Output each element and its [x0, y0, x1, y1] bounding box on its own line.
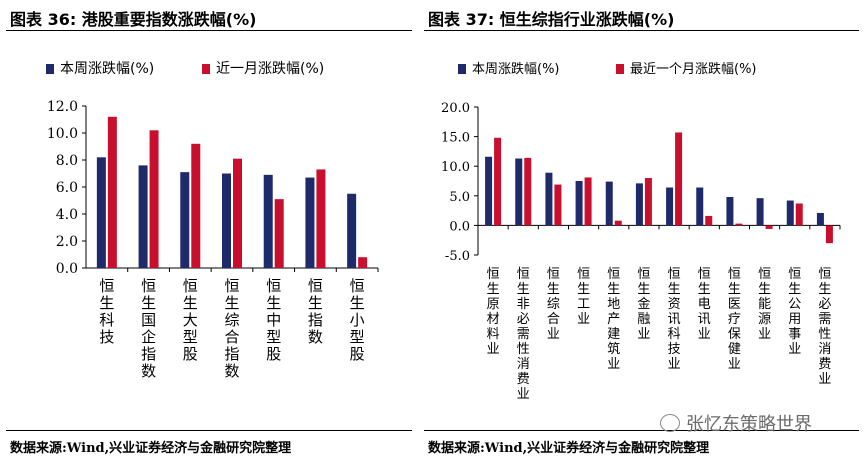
bar	[524, 157, 532, 226]
bar	[795, 203, 803, 226]
data-source: 数据来源:Wind,兴业证券经济与金融研究院整理	[428, 441, 710, 456]
x-tick-label: 恒生指数	[308, 277, 323, 346]
x-tick-label: 恒生资讯科技业	[668, 267, 681, 372]
legend-swatch	[458, 64, 466, 74]
bar	[786, 200, 794, 226]
source-rule	[6, 430, 412, 431]
bar	[263, 174, 273, 268]
y-tick-label: 0.0	[56, 261, 78, 277]
bar	[765, 225, 773, 229]
y-tick-label: 12.0	[47, 99, 78, 115]
chart-panel-right: 图表 37: 恒生综指行业涨跌幅(%) 本周涨跌幅(%) 最近一个月涨跌幅(%) -…	[418, 0, 865, 462]
bar	[149, 130, 159, 268]
y-tick-label: 4.0	[56, 207, 78, 223]
chart-right: 本周涨跌幅(%) 最近一个月涨跌幅(%) -5.0 0.0 5.0 10.0 15.0 20.…	[441, 61, 841, 402]
x-tick-label: 恒生中型股	[266, 277, 281, 363]
bar	[358, 257, 368, 268]
x-tick-label: 恒生科技	[99, 277, 114, 346]
x-tick-label: 恒生公用事业	[788, 267, 801, 357]
bar	[605, 181, 613, 226]
bar	[180, 172, 190, 268]
x-tick-label: 恒生工业	[577, 267, 590, 327]
bar	[825, 225, 833, 244]
legend-label: 近一月涨跌幅(%)	[216, 61, 324, 77]
x-tick-label: 恒生综合业	[547, 267, 560, 342]
watermark: 张忆东策略世界	[660, 410, 812, 436]
x-tick-label: 恒生金融业	[637, 267, 650, 342]
y-tick-label: 15.0	[441, 131, 470, 146]
bar	[305, 177, 315, 268]
legend-swatch	[202, 64, 210, 74]
y-tick-label: 20.0	[441, 101, 470, 116]
x-tick-label: 恒生医疗保健业	[728, 267, 741, 372]
bar	[675, 132, 683, 226]
bar	[696, 187, 704, 226]
bar	[756, 198, 764, 226]
bar	[545, 172, 553, 226]
bar	[222, 173, 231, 268]
title-rule	[6, 30, 412, 31]
bar	[644, 178, 652, 226]
y-tick-label: 8.0	[56, 153, 78, 169]
legend-swatch	[46, 64, 54, 74]
bar	[515, 158, 523, 226]
bar	[494, 137, 502, 226]
bar	[584, 177, 592, 226]
x-tick-label: 恒生大型股	[183, 277, 198, 363]
bar	[735, 223, 743, 226]
x-tick-label: 恒生非必需性消费业	[517, 267, 530, 402]
bar	[816, 212, 824, 226]
legend-label: 本周涨跌幅(%)	[472, 61, 560, 77]
x-tick-label: 恒生综合指数	[224, 277, 239, 380]
y-tick-label: 5.0	[449, 190, 470, 205]
x-tick-label: 恒生必需性消费业	[818, 267, 831, 387]
y-tick-label: 2.0	[56, 234, 78, 250]
bar	[614, 220, 622, 226]
source-rule	[424, 430, 859, 431]
bar	[726, 196, 734, 226]
chart-panel-left: 图表 36: 港股重要指数涨跌幅(%) 本周涨跌幅(%) 近一月涨跌幅(%) 0.0…	[0, 0, 418, 462]
bar	[233, 158, 242, 268]
bar	[666, 187, 674, 226]
bar	[274, 199, 284, 268]
legend-label: 最近一个月涨跌幅(%)	[630, 61, 757, 77]
y-tick-label: 10.0	[47, 126, 78, 142]
x-tick-label: 恒生电讯业	[698, 267, 711, 342]
x-tick-label: 恒生小型股	[350, 277, 365, 363]
wechat-icon	[660, 414, 680, 432]
legend-label: 本周涨跌幅(%)	[60, 61, 154, 77]
bar	[138, 165, 148, 268]
watermark-text: 张忆东策略世界	[686, 414, 812, 435]
data-source: 数据来源:Wind,兴业证券经济与金融研究院整理	[10, 441, 292, 456]
bar	[347, 193, 357, 268]
x-tick-label: 恒生能源业	[758, 267, 771, 342]
chart-title: 图表 36: 港股重要指数涨跌幅(%)	[10, 10, 257, 29]
legend-swatch	[616, 64, 624, 74]
bar	[554, 184, 562, 226]
bar	[191, 143, 201, 268]
x-tick-label: 恒生国企指数	[141, 277, 156, 380]
bar	[705, 215, 713, 226]
x-tick-label: 恒生地产建筑业	[607, 267, 620, 372]
y-tick-label: 6.0	[56, 180, 78, 196]
bar	[96, 157, 106, 268]
y-tick-label: 0.0	[449, 219, 470, 234]
bar	[316, 169, 326, 268]
x-tick-label: 恒生原材料业	[487, 267, 500, 357]
y-tick-label: 10.0	[441, 160, 470, 175]
bar	[107, 116, 117, 268]
y-tick-label: -5.0	[445, 249, 470, 264]
bar	[635, 183, 643, 226]
title-rule	[424, 30, 859, 31]
bar	[485, 156, 493, 226]
chart-title: 图表 37: 恒生综指行业涨跌幅(%)	[428, 10, 675, 29]
bar	[575, 181, 583, 226]
chart-left: 本周涨跌幅(%) 近一月涨跌幅(%) 0.0 2.0 4.0 6.0 8.0 10.0 12.0…	[46, 61, 379, 380]
